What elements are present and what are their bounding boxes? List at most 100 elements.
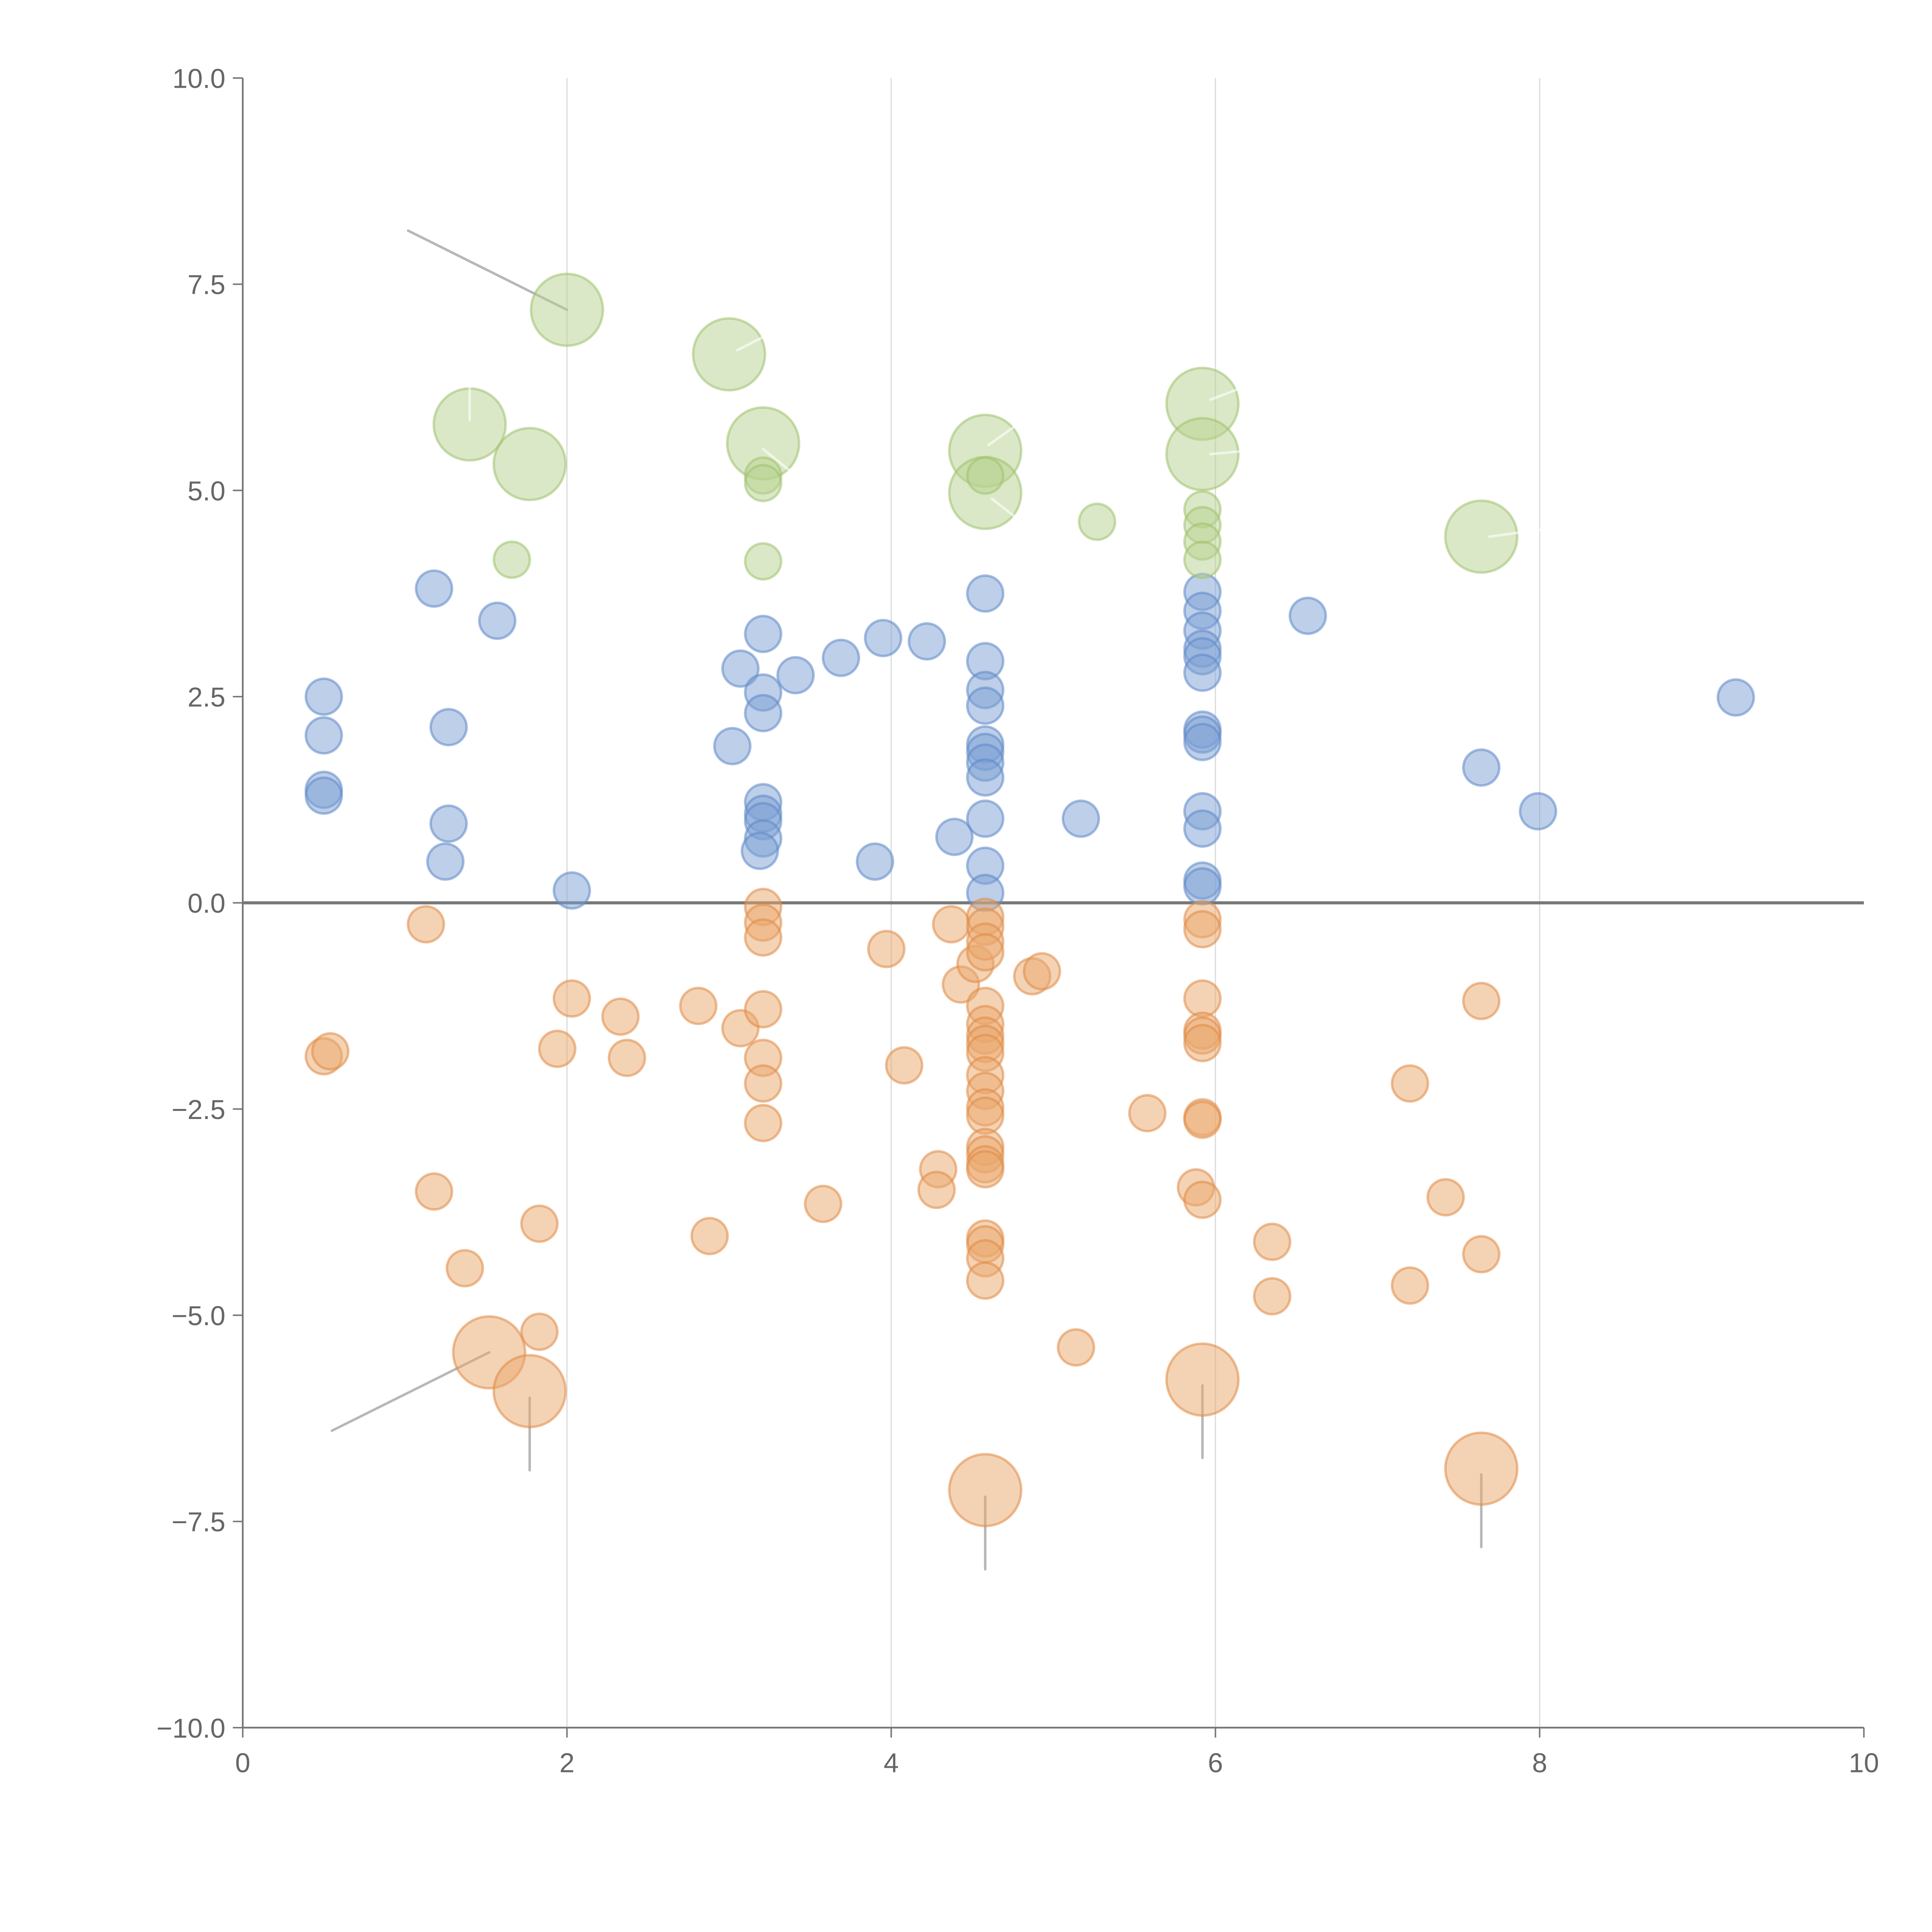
y-tick-label: −2.5 [172,1094,225,1125]
data-point-blue [429,804,468,843]
data-point-blue [1183,809,1222,848]
leader-line [1209,378,1265,401]
data-point-blue [966,799,1005,838]
data-point-orange [1183,910,1222,949]
data-point-blue [935,818,974,856]
data-point-blue [713,727,752,765]
data-point-orange [744,918,782,957]
data-point-orange [1462,1235,1501,1274]
data-point-orange [1128,1094,1167,1133]
data-point-orange [867,930,906,968]
data-point-blue [721,649,760,688]
data-point-orange [415,1172,453,1211]
data-point-orange [932,905,971,944]
data-point-blue [864,619,903,658]
y-tick-label: 7.5 [187,269,225,300]
data-point-blue [966,574,1005,613]
data-point-green [1444,499,1519,574]
data-point-blue [415,569,453,608]
data-point-blue [740,832,779,870]
data-point-orange [492,1354,567,1429]
data-point-blue [776,656,815,695]
data-point-blue [478,601,517,640]
data-point-orange [1444,1431,1519,1506]
data-point-blue [304,716,343,755]
data-point-orange [804,1184,842,1223]
data-point-orange [601,997,640,1036]
data-point-orange [885,1046,923,1085]
data-point-orange [1183,1100,1222,1139]
data-point-orange [679,986,718,1026]
y-tick-label: 5.0 [187,476,225,506]
data-point-blue [553,871,591,910]
data-point-green [492,427,567,502]
data-point-orange [520,1204,559,1243]
axes [233,77,1865,1738]
x-tick-label: 10 [1849,1748,1879,1778]
y-tick-label: 0.0 [187,888,225,918]
data-point-orange [1253,1277,1292,1316]
leader-line [990,497,1031,529]
data-point-orange [1426,1178,1465,1217]
data-point-orange [1183,979,1222,1018]
x-tick-label: 8 [1532,1748,1547,1778]
data-point-blue [1183,723,1222,761]
data-point-blue [1462,748,1501,787]
data-point-blue [429,708,468,747]
data-point-green [1183,540,1222,579]
data-point-blue [1183,653,1222,692]
tick-labels: 0 2 4 6 8 10 −10.0 −7.5 −5.0 −2.5 0.0 2.5 5.0 7.5 10.0 [156,63,1879,1778]
data-point-blue [908,622,946,661]
data-point-orange [744,1064,782,1103]
data-point-orange [406,905,445,944]
data-point-orange [948,1453,1022,1527]
data-point-orange [607,1039,646,1077]
data-point-orange [311,1032,350,1071]
leader-line [736,328,779,352]
data-point-orange [966,1261,1005,1300]
data-point-blue [304,677,343,716]
data-point-orange [966,933,1005,972]
data-point-orange [520,1312,559,1351]
data-point-green [1078,502,1116,541]
data-point-green [492,540,531,579]
data-point-green [744,464,782,502]
data-point-green [530,272,604,347]
data-point-green [966,456,1005,495]
x-tick-label: 4 [884,1748,899,1778]
data-point-green [692,317,767,392]
data-point-orange [1253,1223,1292,1261]
data-point-blue [744,694,782,733]
data-point-blue [855,842,895,881]
data-point-green [1165,417,1240,492]
data-point-blue [744,614,782,653]
data-point-orange [917,1170,956,1209]
y-tick-label: 2.5 [187,682,225,713]
y-tick-label: −10.0 [156,1713,225,1743]
data-point-blue [304,776,343,815]
data-point-orange [1057,1328,1095,1367]
data-point-orange [446,1249,484,1287]
y-tick-label: −5.0 [172,1300,225,1331]
leader-line [762,448,795,475]
y-tick-label: 10.0 [172,63,225,94]
data-point-orange [1183,1024,1222,1063]
data-point-blue [1716,678,1755,717]
data-point-orange [690,1217,729,1255]
data-point-orange [1391,1266,1429,1305]
data-point-orange [744,1104,782,1143]
x-tick-label: 2 [560,1748,575,1778]
data-point-blue [821,638,861,677]
leader-line [1209,448,1265,456]
data-point-blue [426,842,465,881]
data-point-blue [1183,867,1222,906]
data-point-blue [1061,799,1100,838]
x-tick-label: 0 [235,1748,250,1778]
leader-line [987,415,1031,447]
x-tick-label: 6 [1208,1748,1223,1778]
data-point-orange [1391,1064,1429,1103]
data-point-blue [1519,792,1558,831]
data-point-orange [744,990,782,1029]
data-point-blue [1288,597,1327,635]
